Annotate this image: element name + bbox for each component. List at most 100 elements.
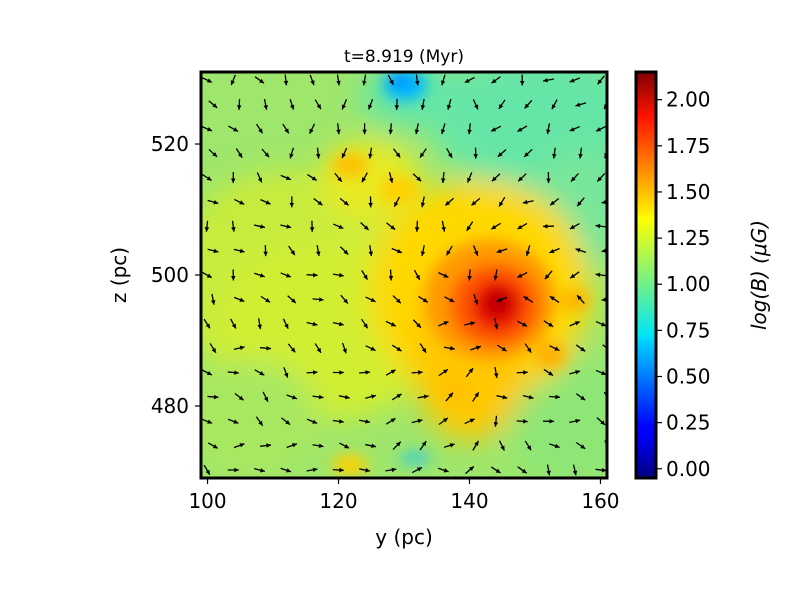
field-arrow <box>569 222 580 230</box>
field-arrow <box>201 77 213 83</box>
field-arrow <box>233 443 245 449</box>
field-arrow <box>542 418 554 424</box>
field-arrow <box>464 321 476 326</box>
field-arrow <box>470 345 482 351</box>
field-arrow <box>412 319 422 329</box>
field-arrow <box>341 342 347 354</box>
field-arrow <box>516 370 528 375</box>
field-arrow <box>570 173 579 182</box>
field-arrow <box>549 345 560 352</box>
field-arrow <box>595 272 607 278</box>
field-arrow <box>234 198 245 205</box>
field-arrow <box>209 343 217 354</box>
field-arrow <box>517 222 528 230</box>
field-arrow <box>359 370 371 375</box>
field-arrow <box>523 148 533 158</box>
field-arrow <box>208 148 218 158</box>
field-arrow <box>414 220 420 232</box>
field-arrow <box>549 247 560 254</box>
colorbar-tick-label: 0.75 <box>666 318 711 342</box>
field-arrow <box>260 295 271 303</box>
field-arrow <box>493 415 499 427</box>
field-arrow <box>523 295 534 303</box>
field-arrow <box>601 297 607 302</box>
field-arrow <box>280 224 292 229</box>
field-arrow <box>339 197 349 206</box>
field-arrow <box>210 293 216 305</box>
field-arrow <box>412 173 422 182</box>
field-arrow <box>542 77 554 83</box>
field-arrow <box>368 245 373 257</box>
field-arrow <box>524 343 532 354</box>
field-arrow <box>516 419 528 424</box>
field-arrow <box>288 245 296 256</box>
field-arrow <box>438 368 449 377</box>
field-arrow <box>491 76 501 84</box>
field-arrow <box>261 148 270 158</box>
field-arrow <box>203 464 211 476</box>
field-arrow <box>601 248 607 254</box>
field-arrow <box>236 98 242 110</box>
field-arrow <box>517 320 528 327</box>
field-arrow <box>280 174 292 181</box>
field-arrow <box>391 247 403 254</box>
field-arrow <box>204 220 210 232</box>
field-arrow <box>411 466 423 474</box>
field-arrow <box>497 148 507 158</box>
colorbar-tick-label: 1.00 <box>666 272 711 296</box>
field-arrow <box>438 272 449 278</box>
field-arrow <box>493 366 499 379</box>
x-axis-label: y (pc) <box>375 525 433 549</box>
field-arrow <box>392 441 402 451</box>
field-arrow <box>340 294 349 304</box>
field-arrow <box>443 443 455 448</box>
field-arrow <box>519 74 525 86</box>
colorbar-tick-label: 1.75 <box>666 134 711 158</box>
field-arrow <box>257 318 262 330</box>
field-arrow <box>496 248 508 254</box>
field-arrow <box>362 74 367 86</box>
field-arrow <box>417 394 429 399</box>
field-arrow <box>259 345 272 351</box>
field-arrow <box>365 394 377 399</box>
field-arrow <box>312 443 324 449</box>
field-arrow <box>601 199 607 205</box>
field-arrow <box>309 220 315 232</box>
field-arrow <box>336 123 341 135</box>
field-arrow <box>314 99 322 110</box>
field-arrow <box>438 320 449 327</box>
field-arrow <box>391 393 402 401</box>
x-tick-label: 120 <box>319 489 357 513</box>
field-arrow <box>446 98 452 110</box>
field-arrow <box>445 392 454 402</box>
field-arrow <box>388 269 394 281</box>
field-arrow <box>230 171 236 184</box>
field-arrow <box>338 394 350 400</box>
field-arrow <box>306 272 318 278</box>
field-arrow <box>231 269 236 281</box>
field-arrow <box>339 442 350 449</box>
field-arrow <box>289 196 295 208</box>
field-arrow <box>595 125 607 132</box>
field-arrow <box>231 220 236 232</box>
field-arrow <box>332 370 344 375</box>
field-arrow <box>575 102 587 107</box>
field-arrow <box>465 465 475 475</box>
field-arrow <box>263 245 268 257</box>
field-arrow <box>473 245 479 256</box>
field-arrow <box>227 467 239 473</box>
field-arrow <box>419 343 427 354</box>
colorbar-tick-label: 2.00 <box>666 88 711 112</box>
field-arrow <box>359 419 371 424</box>
field-arrow <box>254 272 265 278</box>
field-arrow <box>388 123 394 135</box>
field-arrow <box>260 199 271 205</box>
field-arrow <box>287 295 297 304</box>
field-arrow <box>444 197 454 206</box>
field-arrow <box>254 467 266 473</box>
field-arrow <box>544 270 553 280</box>
field-arrow <box>315 147 321 159</box>
field-arrow <box>496 394 508 400</box>
field-arrow <box>443 346 455 351</box>
